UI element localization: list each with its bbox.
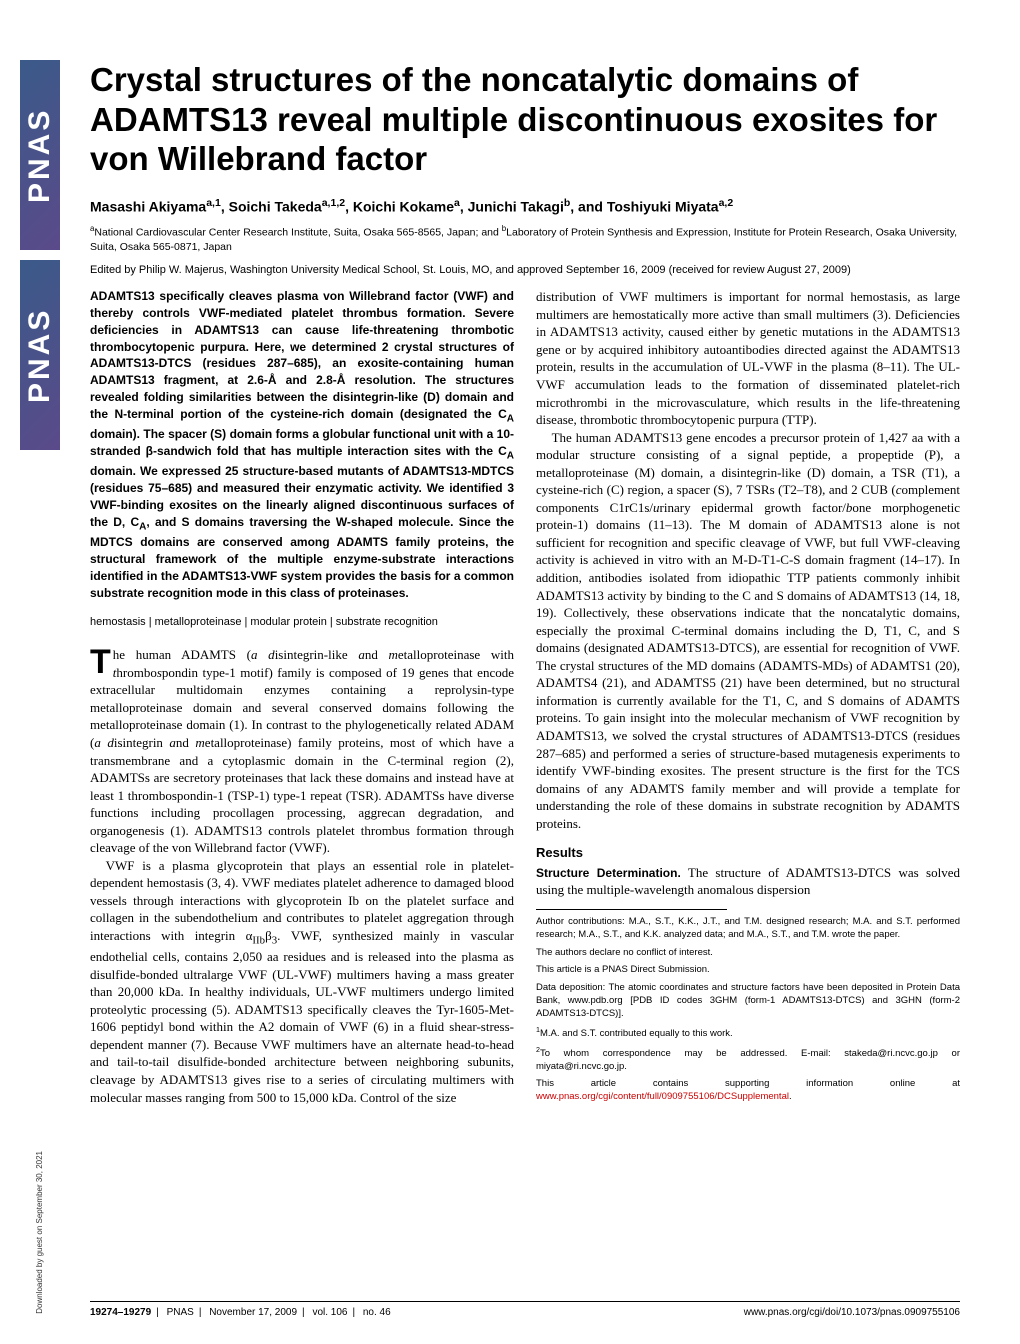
sidebar-logo: PNAS PNAS: [20, 60, 60, 460]
footnote-6: 2To whom correspondence may be addressed…: [536, 1046, 960, 1074]
dropcap: T: [90, 646, 113, 677]
page: PNAS PNAS Crystal structures of the nonc…: [0, 0, 1020, 1344]
authors: Masashi Akiyamaa,1, Soichi Takedaa,1,2, …: [90, 197, 960, 215]
footnote-1: Author contributions: M.A., S.T., K.K., …: [536, 916, 960, 942]
download-note: Downloaded by guest on September 30, 202…: [35, 1151, 44, 1314]
abstract: ADAMTS13 specifically cleaves plasma von…: [90, 288, 514, 601]
keywords: hemostasis | metalloproteinase | modular…: [90, 615, 514, 630]
footnote-2: The authors declare no conflict of inter…: [536, 947, 960, 960]
right-column: distribution of VWF multimers is importa…: [536, 288, 960, 1109]
footnote-rule: [536, 909, 727, 910]
edited-by: Edited by Philip W. Majerus, Washington …: [90, 264, 960, 276]
pnas-logo-2: PNAS: [20, 260, 60, 450]
body-para-r2: The human ADAMTS13 gene encodes a precur…: [536, 429, 960, 833]
footnote-7: This article contains supporting informa…: [536, 1078, 960, 1104]
results-heading: Results: [536, 844, 960, 862]
footer-left: 19274–19279| PNAS| November 17, 2009| vo…: [90, 1307, 391, 1318]
affiliations: aNational Cardiovascular Center Research…: [90, 224, 960, 254]
two-column-body: ADAMTS13 specifically cleaves plasma von…: [90, 288, 960, 1109]
footnote-3: This article is a PNAS Direct Submission…: [536, 964, 960, 977]
body-para-2: VWF is a plasma glycoprotein that plays …: [90, 857, 514, 1106]
footnote-5: 1M.A. and S.T. contributed equally to th…: [536, 1026, 960, 1041]
body-para-1: The human ADAMTS (a disintegrin-like and…: [90, 646, 514, 857]
article-title: Crystal structures of the noncatalytic d…: [90, 60, 960, 179]
left-column: ADAMTS13 specifically cleaves plasma von…: [90, 288, 514, 1109]
page-footer: 19274–19279| PNAS| November 17, 2009| vo…: [90, 1301, 960, 1318]
body-para-r1: distribution of VWF multimers is importa…: [536, 288, 960, 428]
footnotes: Author contributions: M.A., S.T., K.K., …: [536, 916, 960, 1104]
pnas-logo: PNAS: [20, 60, 60, 250]
footnote-4: Data deposition: The atomic coordinates …: [536, 982, 960, 1020]
footer-doi: www.pnas.org/cgi/doi/10.1073/pnas.090975…: [744, 1307, 960, 1318]
structure-determination: Structure Determination. The structure o…: [536, 864, 960, 899]
